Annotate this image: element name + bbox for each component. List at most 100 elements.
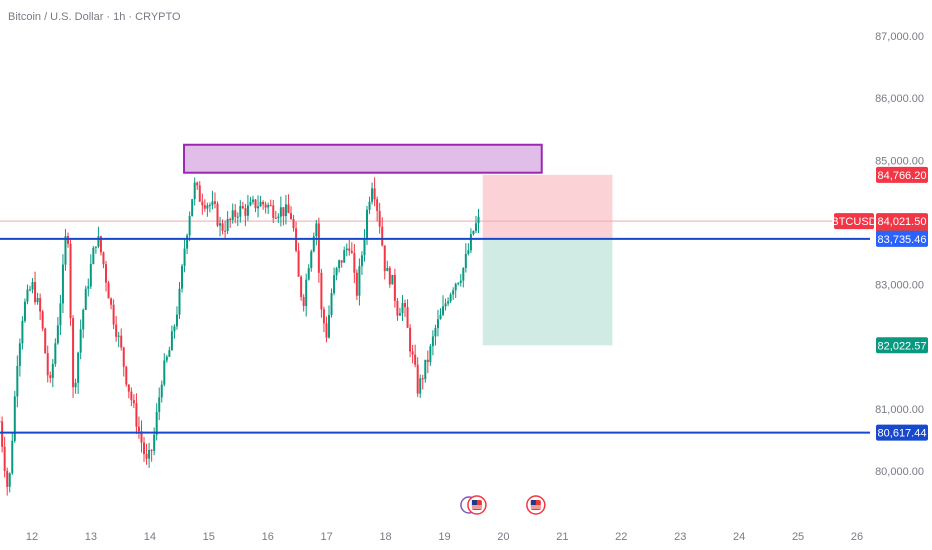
x-tick-label: 15 xyxy=(203,531,215,543)
symbol-tag xyxy=(834,213,874,230)
candle-body xyxy=(282,207,285,217)
candle-body xyxy=(198,185,201,202)
candle-body xyxy=(165,356,168,361)
candle-body xyxy=(241,206,244,209)
candle-body xyxy=(300,276,303,298)
candle-body xyxy=(335,268,338,276)
candle-body xyxy=(49,375,52,378)
candle-body xyxy=(84,288,87,310)
candle-body xyxy=(442,306,445,315)
flag-canton xyxy=(530,500,536,505)
x-tick-label: 17 xyxy=(321,531,333,543)
candle-body xyxy=(411,351,414,355)
candle-body xyxy=(137,426,140,432)
candle-body xyxy=(406,307,409,328)
candle-body xyxy=(160,384,163,398)
stop-loss-zone[interactable] xyxy=(482,174,613,239)
candle-body xyxy=(381,226,384,246)
candle-body xyxy=(107,282,110,299)
candle-body xyxy=(401,302,404,314)
candle-body xyxy=(102,252,105,265)
candle-body xyxy=(59,303,62,326)
candle-body xyxy=(350,250,353,253)
price-tag xyxy=(876,424,928,441)
candle-body xyxy=(444,303,447,307)
candle-body xyxy=(77,352,80,383)
candle-body xyxy=(272,205,275,218)
candle-body xyxy=(439,314,442,320)
x-tick-label: 25 xyxy=(792,531,804,543)
candle-body xyxy=(155,412,158,435)
candle-body xyxy=(72,318,75,388)
x-tick-label: 18 xyxy=(379,531,391,543)
candle-body xyxy=(158,397,161,413)
candle-body xyxy=(328,315,330,338)
candle-body xyxy=(257,206,260,209)
x-tick-label: 14 xyxy=(144,531,156,543)
candle-body xyxy=(366,209,369,238)
candle-body xyxy=(393,274,396,301)
candle-body xyxy=(360,255,363,267)
candle-body xyxy=(201,201,204,206)
candle-body xyxy=(312,236,315,252)
candle-body xyxy=(18,343,21,366)
price-tag xyxy=(876,166,928,183)
x-tick-label: 13 xyxy=(85,531,97,543)
candle-body xyxy=(39,298,42,312)
candle-body xyxy=(127,384,130,392)
candle-body xyxy=(236,216,239,218)
candle-body xyxy=(74,382,77,388)
candle-body xyxy=(416,364,419,394)
candle-body xyxy=(196,182,199,186)
price-tag-value: 84,021.50 xyxy=(878,216,927,228)
candle-body xyxy=(79,329,82,353)
candle-body xyxy=(97,236,100,247)
candle-body xyxy=(302,297,305,307)
candle-body xyxy=(310,251,313,269)
candle-body xyxy=(3,446,6,471)
candle-body xyxy=(353,252,356,273)
candle-body xyxy=(110,298,113,305)
candle-body xyxy=(193,182,196,200)
candle-body xyxy=(262,201,265,205)
candle-body xyxy=(246,205,249,216)
candle-body xyxy=(51,363,54,378)
candle-body xyxy=(469,234,472,251)
candle-body xyxy=(11,440,14,474)
candle-body xyxy=(459,280,462,283)
candle-body xyxy=(168,350,171,357)
supply-zone-box[interactable] xyxy=(183,143,543,174)
candle-body xyxy=(383,245,386,272)
candle-body xyxy=(414,354,417,365)
chart-title: Bitcoin / U.S. Dollar · 1h · CRYPTO xyxy=(8,11,181,23)
candle-body xyxy=(325,323,328,338)
candle-body xyxy=(36,298,39,303)
candle-body xyxy=(26,289,29,302)
candle-body xyxy=(436,319,439,329)
candle-body xyxy=(178,288,181,315)
candle-body xyxy=(67,236,70,244)
candle-body xyxy=(409,327,412,352)
candle-body xyxy=(117,335,120,337)
candle-body xyxy=(338,260,341,269)
candle-body xyxy=(175,314,178,327)
candle-body xyxy=(447,301,450,304)
candle-body xyxy=(474,223,477,232)
candle-body xyxy=(434,328,437,337)
candle-body xyxy=(64,236,67,265)
candle-body xyxy=(145,453,148,459)
candle-body xyxy=(358,266,361,296)
candle-body xyxy=(239,206,242,217)
candle-body xyxy=(226,218,229,231)
candle-body xyxy=(472,231,475,235)
candle-body xyxy=(307,268,310,280)
candle-body xyxy=(251,199,254,202)
candle-body xyxy=(153,434,156,451)
take-profit-zone[interactable] xyxy=(482,238,613,346)
candle-body xyxy=(421,378,424,380)
y-tick-label: 80,000.00 xyxy=(875,466,924,478)
candle-body xyxy=(330,293,333,316)
candle-body xyxy=(322,309,325,324)
candle-body xyxy=(431,336,434,347)
